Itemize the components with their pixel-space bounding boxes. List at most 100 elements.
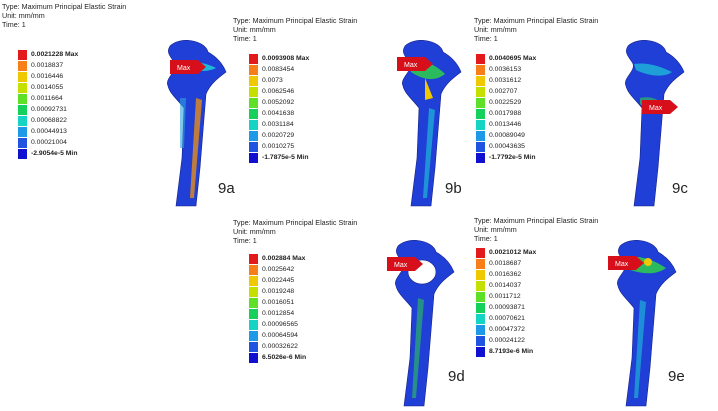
legend-value: 0.0014055: [31, 84, 64, 91]
legend-value: 0.0011664: [31, 95, 63, 102]
legend-max-value: 0.0021012 Max: [489, 249, 537, 256]
panel-9c: Type: Maximum Principal Elastic Strain U…: [474, 16, 714, 206]
max-marker: Max: [642, 100, 678, 114]
legend-value: 0.00068822: [31, 117, 67, 124]
legend-min-value: -1.7875e-5 Min: [262, 154, 309, 161]
legend-swatch: [476, 259, 485, 269]
result-header: Type: Maximum Principal Elastic Strain U…: [233, 16, 357, 43]
max-marker: Max: [170, 60, 206, 74]
legend-swatch: [476, 54, 485, 64]
legend-value: 0.0036153: [489, 66, 522, 73]
panel-label: 9e: [668, 368, 685, 385]
legend-swatch: [249, 254, 258, 264]
legend-value: 0.0031612: [489, 77, 522, 84]
legend-swatch: [476, 65, 485, 75]
legend-swatch: [18, 83, 27, 93]
legend-value: 0.0052092: [262, 99, 295, 106]
legend-value: 0.00092731: [31, 106, 67, 113]
max-tag: Max: [615, 261, 629, 268]
result-type: Type: Maximum Principal Elastic Strain: [474, 216, 599, 225]
legend-value: 0.00032622: [262, 343, 298, 350]
legend-value: 0.00089049: [489, 132, 525, 139]
result-header: Type: Maximum Principal Elastic Strain U…: [474, 216, 598, 243]
result-time: Time: 1: [474, 34, 498, 43]
panel-label: 9b: [445, 180, 462, 197]
result-type: Type: Maximum Principal Elastic Strain: [474, 16, 599, 25]
panel-label: 9a: [218, 180, 235, 197]
legend-swatch: [18, 105, 27, 115]
legend-max-value: 0.002884 Max: [262, 255, 306, 262]
legend-swatch: [476, 292, 485, 302]
legend-value: 0.0011712: [489, 293, 521, 300]
legend-swatch: [18, 61, 27, 71]
max-marker: Max: [387, 257, 423, 271]
panel-9d: Type: Maximum Principal Elastic Strain U…: [233, 218, 473, 408]
legend-swatch: [476, 76, 485, 86]
panel-9a: Type: Maximum Principal Elastic Strain U…: [2, 2, 232, 202]
result-time: Time: 1: [233, 236, 257, 245]
legend-swatch: [249, 331, 258, 341]
legend-value: 0.00096565: [262, 321, 298, 328]
result-header: Type: Maximum Principal Elastic Strain U…: [2, 2, 126, 29]
legend-max-value: 0.0021228 Max: [31, 51, 79, 58]
legend-swatch: [476, 270, 485, 280]
legend-swatch: [476, 303, 485, 313]
result-header: Type: Maximum Principal Elastic Strain U…: [233, 218, 357, 245]
result-unit: Unit: mm/mm: [233, 227, 276, 236]
legend-max-value: 0.0040695 Max: [489, 55, 537, 62]
legend-swatch: [476, 142, 485, 152]
legend-swatch: [249, 98, 258, 108]
legend-min-value: 8.7193e-6 Min: [489, 348, 534, 355]
result-header: Type: Maximum Principal Elastic Strain U…: [474, 16, 598, 43]
legend-swatch: [476, 98, 485, 108]
legend-value: 0.002707: [489, 88, 518, 95]
legend-value: 0.0073: [262, 77, 283, 84]
result-type: Type: Maximum Principal Elastic Strain: [2, 2, 127, 11]
legend-value: 0.0025642: [262, 266, 295, 273]
legend-swatch: [476, 336, 485, 346]
legend-swatch: [476, 87, 485, 97]
legend-swatch: [18, 127, 27, 137]
result-type: Type: Maximum Principal Elastic Strain: [233, 218, 358, 227]
legend-value: 0.00064594: [262, 332, 298, 339]
legend-swatch: [249, 287, 258, 297]
legend-swatch: [476, 281, 485, 291]
result-type: Type: Maximum Principal Elastic Strain: [233, 16, 358, 25]
legend-max-value: 0.0093908 Max: [262, 55, 310, 62]
legend-value: 0.0019248: [262, 288, 295, 295]
legend-value: 0.00070621: [489, 315, 525, 322]
legend-swatch: [249, 87, 258, 97]
legend-value: 0.0031184: [262, 121, 294, 128]
legend-swatch: [249, 265, 258, 275]
legend-value: 0.0016051: [262, 299, 295, 306]
legend-swatch: [249, 276, 258, 286]
result-unit: Unit: mm/mm: [233, 25, 276, 34]
legend-value: 0.0041638: [262, 110, 295, 117]
legend-swatch: [18, 94, 27, 104]
legend-value: 0.00044913: [31, 128, 67, 135]
legend-swatch: [249, 320, 258, 330]
legend-value: 0.0022529: [489, 99, 522, 106]
legend-min-value: -2.9054e-5 Min: [31, 150, 78, 157]
legend-swatch: [18, 72, 27, 82]
legend-value: 0.0017988: [489, 110, 522, 117]
panel-label: 9c: [672, 180, 688, 197]
panel-9e: Type: Maximum Principal Elastic Strain U…: [474, 216, 714, 406]
legend-swatch: [476, 120, 485, 130]
legend-min-value: -1.7792e-5 Min: [489, 154, 536, 161]
legend-swatch: [18, 116, 27, 126]
legend-value: 0.0010275: [262, 143, 295, 150]
legend-value: 0.0083454: [262, 66, 295, 73]
legend-value: 0.0014037: [489, 282, 522, 289]
legend-swatch: [476, 314, 485, 324]
max-tag: Max: [177, 65, 191, 72]
legend-value: 0.00021004: [31, 139, 67, 146]
legend-swatch: [249, 131, 258, 141]
legend-swatch: [476, 248, 485, 258]
legend-value: 0.00024122: [489, 337, 525, 344]
legend-swatch: [249, 309, 258, 319]
legend-swatch: [249, 153, 258, 163]
legend-min-value: 6.5026e-6 Min: [262, 354, 307, 361]
legend-swatch: [18, 149, 27, 159]
legend-swatch: [249, 54, 258, 64]
